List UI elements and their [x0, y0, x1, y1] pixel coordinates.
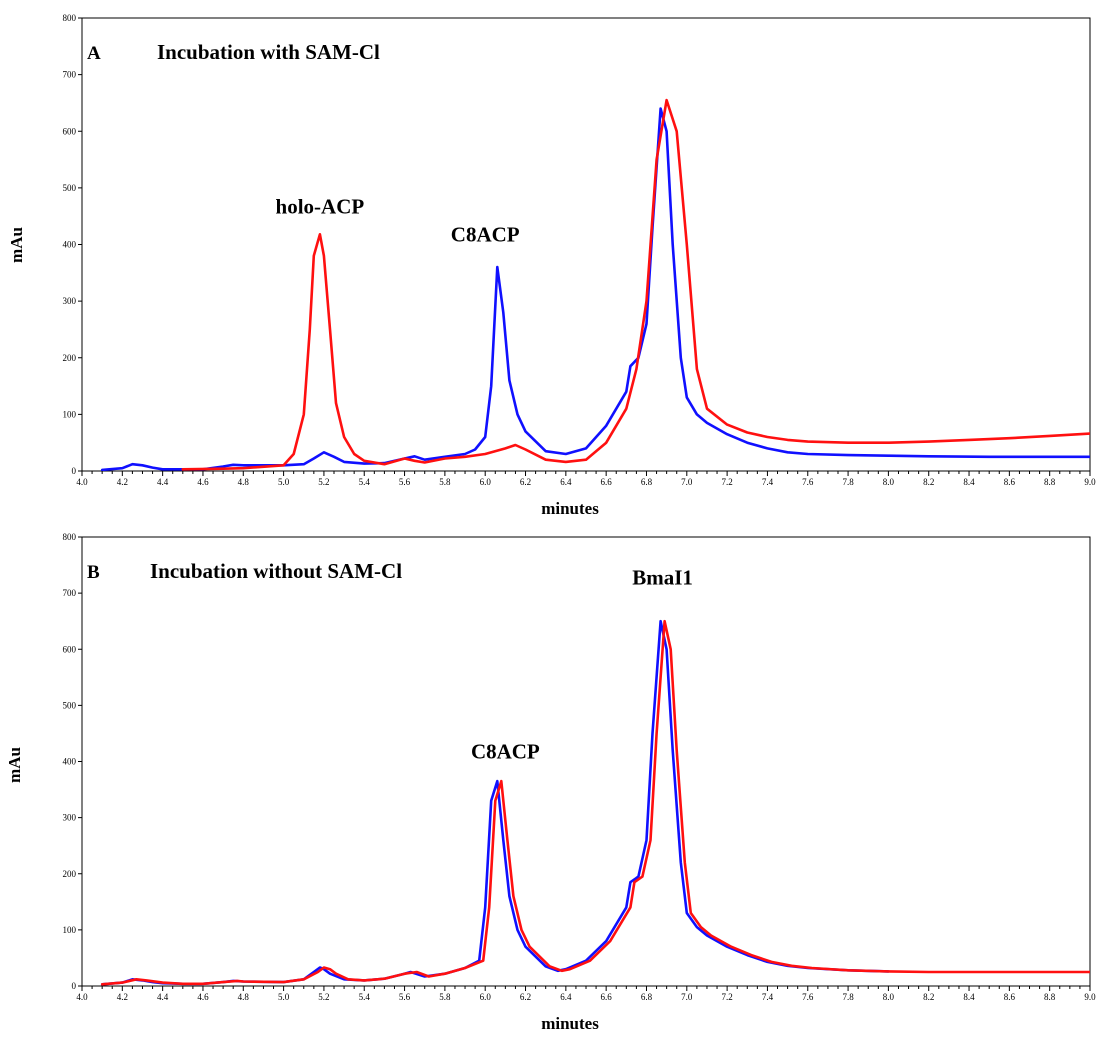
panel-a-x-tick-label: 5.4 — [359, 477, 371, 487]
panel-a-y-tick-label: 600 — [63, 126, 77, 136]
panel-a-x-tick-label: 8.8 — [1044, 477, 1056, 487]
panel-a-y-tick-label: 300 — [63, 296, 77, 306]
panel-a-x-tick-label: 7.6 — [802, 477, 814, 487]
panel-a-y-tick-label: 700 — [63, 70, 77, 80]
panel-a-x-tick-label: 6.6 — [601, 477, 613, 487]
panel-a-y-tick-label: 500 — [63, 183, 77, 193]
panel-a-y-tick-label: 400 — [63, 240, 77, 250]
panel-b-x-tick-label: 4.4 — [157, 992, 169, 1002]
panel-a-x-tick-label: 8.4 — [963, 477, 975, 487]
panel-a-y-tick-label: 800 — [63, 13, 77, 23]
panel-b-x-tick-label: 9.0 — [1084, 992, 1096, 1002]
panel-b-y-tick-label: 500 — [63, 700, 77, 710]
panel-a-x-tick-label: 6.8 — [641, 477, 653, 487]
panel-a-y-axis-title: mAu — [7, 227, 26, 263]
panel-a-x-tick-label: 8.0 — [883, 477, 895, 487]
panel-b-x-tick-label: 8.4 — [963, 992, 975, 1002]
panel-b-peak-label: BmaI1 — [632, 566, 693, 590]
panel-a-x-tick-label: 7.0 — [681, 477, 693, 487]
panel-b-y-tick-label: 400 — [63, 757, 77, 767]
panel-a-x-tick-label: 7.4 — [762, 477, 774, 487]
panel-a-x-tick-label: 6.2 — [520, 477, 531, 487]
panel-a-y-tick-label: 0 — [72, 466, 77, 476]
panel-b-y-tick-label: 600 — [63, 644, 77, 654]
panel-b-y-axis-title: mAu — [5, 747, 24, 783]
panel-a-plot-frame — [81, 17, 1091, 472]
panel-b-x-tick-label: 6.0 — [480, 992, 492, 1002]
panel-b-x-tick-label: 7.6 — [802, 992, 814, 1002]
panel-a-chart: 0 100 200 300 400 500 600 700 800 4.0 4.2 4.4 4.6 4.8… — [7, 13, 1096, 518]
panel-b-y-tick-label: 200 — [63, 869, 77, 879]
panel-b-x-tick-label: 8.6 — [1004, 992, 1016, 1002]
panel-a-x-tick-label: 7.2 — [721, 477, 732, 487]
panel-b-y-tick-label: 700 — [63, 588, 77, 598]
panel-b-y-tick-label: 800 — [63, 532, 77, 542]
panel-b-y-tick-label: 0 — [72, 981, 77, 991]
panel-b-x-tick-label: 4.6 — [197, 992, 209, 1002]
panel-a-x-axis-title: minutes — [541, 499, 599, 518]
panel-b-x-tick-label: 4.2 — [117, 992, 128, 1002]
panel-a-x-tick-label: 5.2 — [318, 477, 329, 487]
panel-b-x-tick-label: 7.4 — [762, 992, 774, 1002]
panel-b-x-tick-label: 7.8 — [842, 992, 854, 1002]
panel-b-trace-red — [100, 619, 1090, 986]
panel-a-x-tick-label: 5.8 — [439, 477, 451, 487]
panel-a-title: Incubation with SAM-Cl — [157, 40, 380, 64]
panel-b-x-tick-label: 4.0 — [76, 992, 88, 1002]
panel-b-x-tick-label: 5.8 — [439, 992, 451, 1002]
panel-a-x-tick-label: 5.0 — [278, 477, 290, 487]
panel-b-x-tick-label: 8.2 — [923, 992, 934, 1002]
panel-a-x-tick-label: 6.0 — [480, 477, 492, 487]
panel-a-y-tick-label: 100 — [63, 409, 77, 419]
panel-b-y-tick-label: 100 — [63, 925, 77, 935]
panel-a-trace-red — [181, 98, 1090, 471]
panel-b-x-tick-label: 7.2 — [721, 992, 732, 1002]
panel-b-x-tick-label: 7.0 — [681, 992, 693, 1002]
panel-b-title: Incubation without SAM-Cl — [150, 559, 402, 583]
panel-b-x-tick-label: 8.8 — [1044, 992, 1056, 1002]
panel-b-x-tick-label: 6.2 — [520, 992, 531, 1002]
panel-b-x-tick-label: 5.0 — [278, 992, 290, 1002]
panel-a-x-tick-label: 4.0 — [76, 477, 88, 487]
panel-b-x-axis-title: minutes — [541, 1014, 599, 1033]
panel-a-y-tick-label: 200 — [63, 353, 77, 363]
panel-b-x-tick-label: 6.8 — [641, 992, 653, 1002]
panel-a-x-tick-label: 4.8 — [238, 477, 250, 487]
panel-b-x-tick-label: 5.6 — [399, 992, 411, 1002]
panel-a-x-tick-label: 5.6 — [399, 477, 411, 487]
panel-b-x-tick-label: 8.0 — [883, 992, 895, 1002]
panel-a-x-tick-label: 7.8 — [842, 477, 854, 487]
panel-a-x-tick-label: 4.4 — [157, 477, 169, 487]
panel-a-peak-label: C8ACP — [451, 223, 520, 247]
panel-b-chart: 0 100 200 300 400 500 600 700 800 4.0 4.2 4.4 4.6 4.8… — [5, 532, 1096, 1033]
panel-a-x-tick-label: 4.6 — [197, 477, 209, 487]
panel-a-letter: A — [87, 43, 101, 64]
panel-a-x-tick-label: 8.2 — [923, 477, 934, 487]
panel-b-letter: B — [87, 562, 100, 583]
panel-b-plot-frame — [81, 536, 1091, 987]
panel-b-x-tick-label: 5.4 — [359, 992, 371, 1002]
panel-b-x-tick-label: 6.4 — [560, 992, 572, 1002]
panel-a-x-tick-label: 8.6 — [1004, 477, 1016, 487]
panel-b-x-tick-label: 4.8 — [238, 992, 250, 1002]
panel-a-trace-blue — [100, 107, 1090, 471]
panel-a-x-tick-label: 6.4 — [560, 477, 572, 487]
panel-b-x-tick-label: 5.2 — [318, 992, 329, 1002]
panel-a-x-tick-label: 9.0 — [1084, 477, 1096, 487]
panel-a-x-tick-label: 4.2 — [117, 477, 128, 487]
panel-b-x-tick-label: 6.6 — [601, 992, 613, 1002]
panel-b-peak-label: C8ACP — [471, 740, 540, 764]
panel-a-peak-label: holo-ACP — [276, 194, 365, 218]
panel-b-y-tick-label: 300 — [63, 813, 77, 823]
